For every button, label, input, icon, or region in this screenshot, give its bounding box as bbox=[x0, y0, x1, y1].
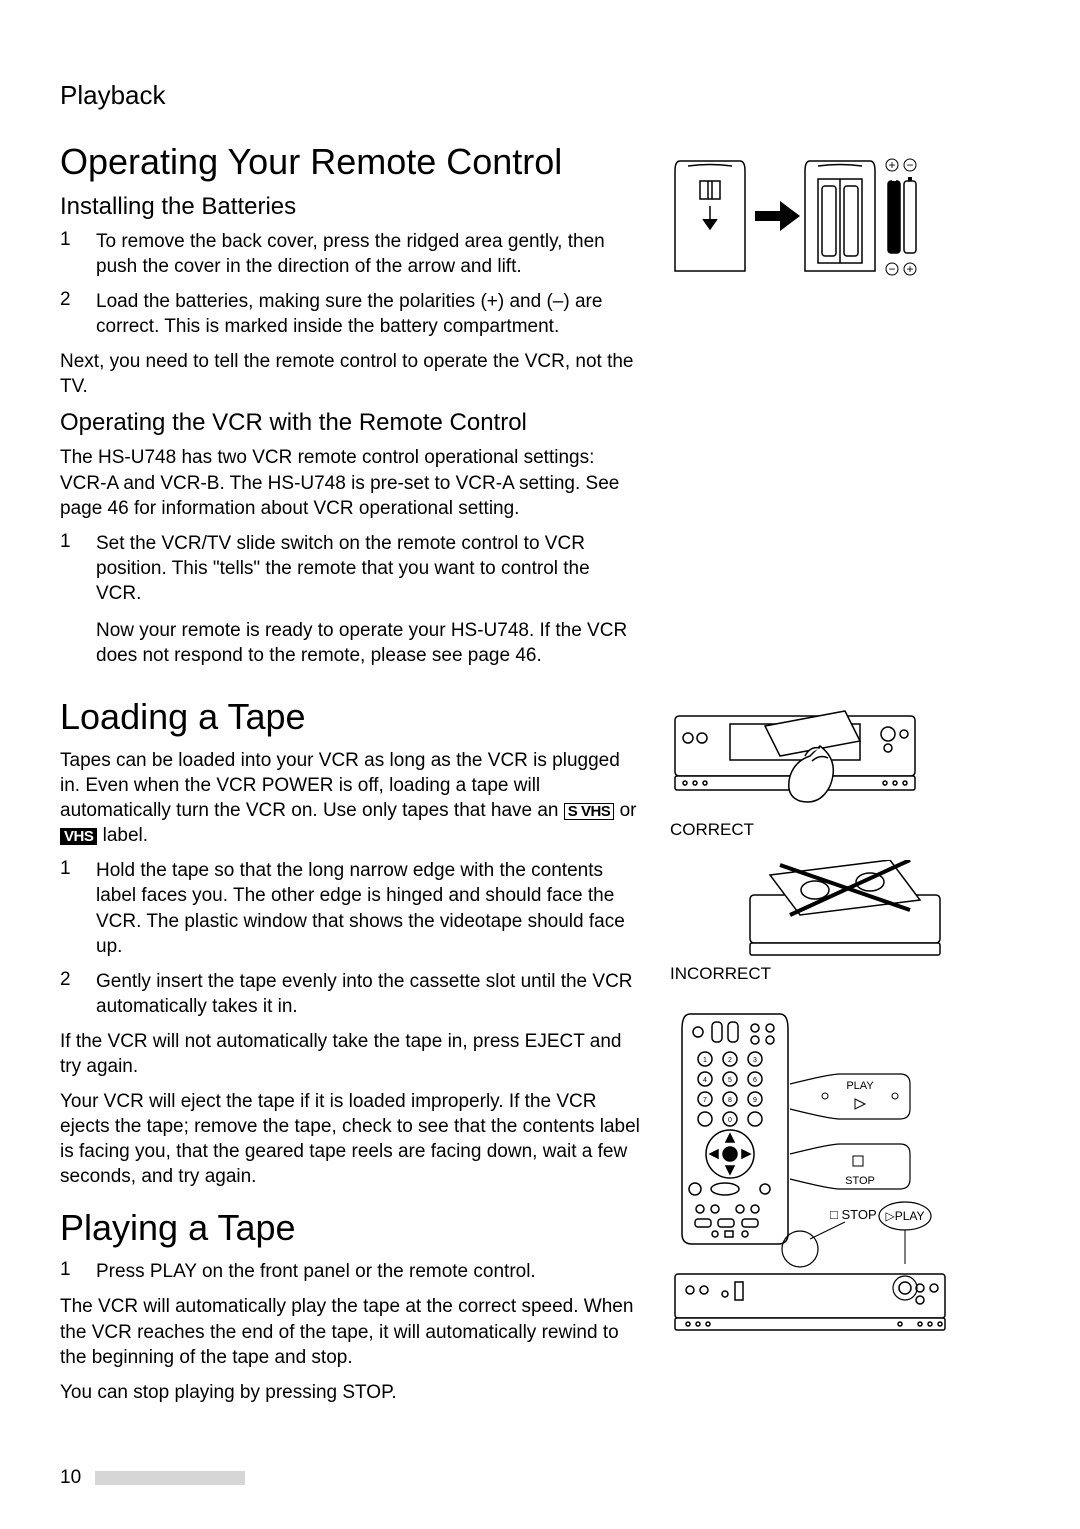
step-text: Load the batteries, making sure the pola… bbox=[96, 289, 640, 339]
svg-text:−: − bbox=[888, 262, 895, 276]
svg-text:−: − bbox=[906, 158, 913, 172]
installing-batteries-heading: Installing the Batteries bbox=[60, 193, 640, 221]
svg-text:0: 0 bbox=[728, 1117, 732, 1124]
playing-tape-steps: 1 Press PLAY on the front panel or the re… bbox=[60, 1259, 640, 1284]
step-number: 2 bbox=[60, 289, 78, 339]
page-header: Playback bbox=[60, 80, 1020, 111]
step-number: 2 bbox=[60, 969, 78, 1019]
operating-vcr-heading: Operating the VCR with the Remote Contro… bbox=[60, 409, 640, 437]
step-text: To remove the back cover, press the ridg… bbox=[96, 229, 640, 279]
loading-after-2: Your VCR will eject the tape if it is lo… bbox=[60, 1089, 640, 1189]
step-number: 1 bbox=[60, 858, 78, 958]
operating-remote-heading: Operating Your Remote Control bbox=[60, 141, 640, 183]
vhs-badge-icon: VHS bbox=[60, 828, 97, 845]
step-text: Set the VCR/TV slide switch on the remot… bbox=[96, 531, 640, 606]
correct-label: CORRECT bbox=[670, 820, 1020, 840]
tape-incorrect-illustration: INCORRECT bbox=[670, 860, 1020, 984]
playing-after-2: You can stop playing by pressing STOP. bbox=[60, 1380, 640, 1405]
loading-tape-intro: Tapes can be loaded into your VCR as lon… bbox=[60, 748, 640, 848]
svg-text:9: 9 bbox=[753, 1097, 757, 1104]
svg-text:1: 1 bbox=[703, 1057, 707, 1064]
svg-text:6: 6 bbox=[753, 1077, 757, 1084]
operating-vcr-steps: 1 Set the VCR/TV slide switch on the rem… bbox=[60, 531, 640, 668]
loading-tape-heading: Loading a Tape bbox=[60, 696, 640, 738]
play-label: ▷PLAY bbox=[885, 1209, 924, 1223]
svg-text:5: 5 bbox=[728, 1077, 732, 1084]
step-number: 1 bbox=[60, 229, 78, 279]
svg-text:2: 2 bbox=[728, 1057, 732, 1064]
page-footer: 10 bbox=[60, 1467, 245, 1489]
footer-bar bbox=[95, 1471, 245, 1485]
battery-illustration: + − − + bbox=[670, 151, 1020, 281]
step-text: Gently insert the tape evenly into the c… bbox=[96, 969, 640, 1019]
remote-vcr-illustration: 1 2 3 4 5 6 7 8 9 0 PLAY STOP bbox=[670, 1004, 1020, 1334]
svg-text:8: 8 bbox=[728, 1097, 732, 1104]
incorrect-label: INCORRECT bbox=[670, 964, 1020, 984]
operating-vcr-intro: The HS-U748 has two VCR remote control o… bbox=[60, 445, 640, 520]
svg-text:4: 4 bbox=[703, 1077, 707, 1084]
svg-text:3: 3 bbox=[753, 1057, 757, 1064]
step-text: Press PLAY on the front panel or the rem… bbox=[96, 1259, 640, 1284]
installing-batteries-steps: 1 To remove the back cover, press the rid… bbox=[60, 229, 640, 339]
tape-correct-illustration: CORRECT bbox=[670, 706, 1020, 840]
step-number: 1 bbox=[60, 531, 78, 668]
loading-tape-steps: 1Hold the tape so that the long narrow e… bbox=[60, 858, 640, 1018]
svg-text:+: + bbox=[906, 262, 913, 276]
step-after-text: Now your remote is ready to operate your… bbox=[96, 618, 640, 668]
play-callout-label: PLAY bbox=[846, 1080, 874, 1092]
stop-callout-label: STOP bbox=[845, 1175, 875, 1187]
step-text: Hold the tape so that the long narrow ed… bbox=[96, 858, 640, 958]
page-number: 10 bbox=[60, 1467, 81, 1489]
svhs-badge-icon: S VHS bbox=[564, 803, 615, 820]
stop-label: □ STOP bbox=[830, 1207, 877, 1222]
playing-after-1: The VCR will automatically play the tape… bbox=[60, 1294, 640, 1369]
loading-after-1: If the VCR will not automatically take t… bbox=[60, 1029, 640, 1079]
svg-text:7: 7 bbox=[703, 1097, 707, 1104]
batteries-after-text: Next, you need to tell the remote contro… bbox=[60, 349, 640, 399]
svg-text:+: + bbox=[888, 158, 895, 172]
step-number: 1 bbox=[60, 1259, 78, 1284]
playing-tape-heading: Playing a Tape bbox=[60, 1207, 640, 1249]
